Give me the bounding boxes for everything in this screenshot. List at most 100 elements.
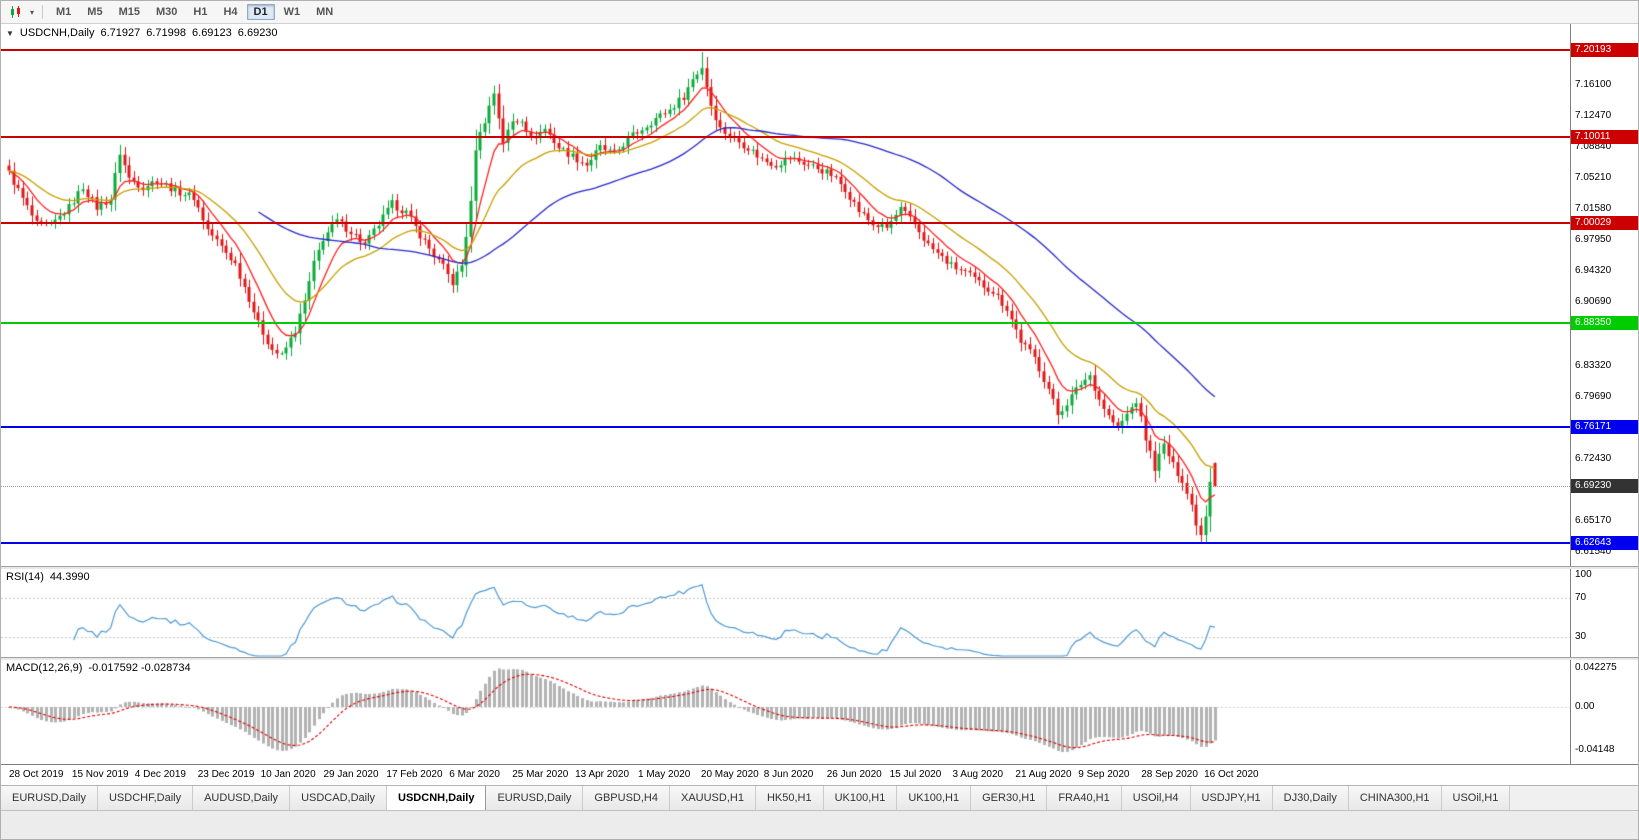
horizontal-line[interactable]: [1, 136, 1570, 139]
chart-tab-xauusd-h1[interactable]: XAUUSD,H1: [669, 786, 756, 810]
pane-separator[interactable]: [1, 566, 1638, 569]
date-label: 16 Oct 2020: [1204, 769, 1259, 780]
timeframe-button-m30[interactable]: M30: [155, 6, 178, 18]
rsi-plot[interactable]: RSI(14) 44.3990: [1, 569, 1570, 657]
horizontal-line[interactable]: [1, 541, 1570, 544]
timeframe-button-h4[interactable]: H4: [223, 6, 238, 18]
chart-tab-usdcad-daily[interactable]: USDCAD,Daily: [290, 786, 388, 810]
date-label: 29 Jan 2020: [323, 769, 379, 780]
chart-tab-usoil-h1[interactable]: USOil,H1: [1441, 786, 1511, 810]
horizontal-line[interactable]: [1, 48, 1570, 51]
date-label: 6 Mar 2020: [449, 769, 500, 780]
time-axis[interactable]: 28 Oct 2019 15 Nov 2019 4 Dec 2019 23 Dec 2…: [1, 764, 1638, 785]
collapse-triangle-icon[interactable]: ▼: [6, 28, 14, 38]
chart-tab-usdjpy-h1[interactable]: USDJPY,H1: [1190, 786, 1273, 810]
symbol-timeframe-label: USDCNH,Daily: [19, 27, 95, 39]
date-label: 23 Dec 2019: [197, 769, 255, 780]
chart-tab-dj30-daily[interactable]: DJ30,Daily: [1272, 786, 1349, 810]
macd-axis[interactable]: 0.042275 0.00 -0.04148: [1570, 660, 1638, 764]
date-label: 25 Mar 2020: [512, 769, 569, 780]
date-label: 17 Feb 2020: [386, 769, 443, 780]
timeframe-toolbar: ▾ M1 M5 M15 M30 H1 H4 D1 W1 MN: [1, 1, 1638, 24]
macd-plot[interactable]: MACD(12,26,9) -0.017592 -0.028734: [1, 660, 1570, 764]
price-plot[interactable]: ▼ USDCNH,Daily 6.71927 6.71998 6.69123 6…: [1, 24, 1570, 566]
price-tick-label: 6.97950: [1575, 234, 1612, 246]
price-tick-label: 6.79690: [1575, 390, 1612, 402]
chart-tab-eurusd-daily[interactable]: EURUSD,Daily: [486, 786, 584, 810]
timeframe-button-h1[interactable]: H1: [193, 6, 208, 18]
macd-axis-label: 0.042275: [1575, 662, 1617, 673]
chart-region: ▼ USDCNH,Daily 6.71927 6.71998 6.69123 6…: [1, 24, 1638, 785]
chart-tab-china300-h1[interactable]: CHINA300,H1: [1348, 786, 1442, 810]
macd-axis-label: -0.04148: [1575, 744, 1615, 755]
timeframe-button-w1[interactable]: W1: [283, 6, 301, 18]
macd-axis-label: 0.00: [1575, 701, 1595, 712]
date-label: 4 Dec 2019: [134, 769, 186, 780]
candlestick-canvas[interactable]: [1, 24, 1570, 566]
chart-tab-gbpusd-h4[interactable]: GBPUSD,H4: [583, 786, 670, 810]
macd-pane: MACD(12,26,9) -0.017592 -0.028734 0.0422…: [1, 660, 1638, 764]
timeframe-button-m15[interactable]: M15: [118, 6, 140, 18]
date-label: 13 Apr 2020: [575, 769, 630, 780]
chart-type-icon[interactable]: [5, 2, 27, 22]
rsi-level-label: 100: [1575, 569, 1592, 580]
dropdown-caret-icon[interactable]: ▾: [30, 7, 35, 17]
horizontal-line[interactable]: [1, 221, 1570, 224]
price-axis[interactable]: 7.20193 7.10011 7.00029 6.88350 6.76171 6.626…: [1570, 24, 1638, 566]
timeframe-button-mn[interactable]: MN: [316, 6, 334, 18]
date-label: 20 May 2020: [700, 769, 759, 780]
chart-tab-ger30-h1[interactable]: GER30,H1: [971, 786, 1048, 810]
chart-tab-usdchf-daily[interactable]: USDCHF,Daily: [97, 786, 194, 810]
chart-tab-fra40-h1[interactable]: FRA40,H1: [1047, 786, 1122, 810]
price-tick-label: 6.94320: [1575, 265, 1612, 277]
rsi-axis[interactable]: 100 70 30: [1570, 569, 1638, 657]
toolbar-separator: [42, 5, 44, 19]
price-pane: ▼ USDCNH,Daily 6.71927 6.71998 6.69123 6…: [1, 24, 1638, 566]
chart-tab-uk100-h1[interactable]: UK100,H1: [897, 786, 972, 810]
price-tick-label: 6.83320: [1575, 359, 1612, 371]
price-tick-label: 6.72430: [1575, 452, 1612, 464]
horizontal-line[interactable]: [1, 425, 1570, 428]
pane-separator[interactable]: [1, 657, 1638, 660]
price-line-badge: 7.00029: [1571, 215, 1638, 230]
timeframe-button-m1[interactable]: M1: [56, 6, 72, 18]
chart-tab-eurusd-daily[interactable]: EURUSD,Daily: [1, 786, 98, 810]
rsi-canvas[interactable]: [1, 569, 1570, 657]
rsi-value: 44.3990: [49, 571, 90, 583]
rsi-level-label: 70: [1575, 592, 1587, 604]
chart-tab-hk50-h1[interactable]: HK50,H1: [755, 786, 824, 810]
chart-tab-usoil-h4[interactable]: USOil,H4: [1121, 786, 1191, 810]
price-tick-label: 6.61540: [1575, 545, 1612, 557]
price-line-badge: 6.76171: [1571, 419, 1638, 434]
macd-name: MACD(12,26,9): [6, 662, 83, 674]
ohlc-close: 6.69230: [237, 27, 278, 39]
date-label: 9 Sep 2020: [1078, 769, 1130, 780]
date-label: 28 Oct 2019: [9, 769, 64, 780]
date-label: 3 Aug 2020: [952, 769, 1004, 780]
ohlc-high: 6.71998: [146, 27, 187, 39]
chart-header: ▼ USDCNH,Daily 6.71927 6.71998 6.69123 6…: [6, 27, 278, 39]
price-line-badge: 6.88350: [1571, 315, 1638, 330]
rsi-name: RSI(14): [6, 571, 44, 583]
price-tick-label: 7.01580: [1575, 203, 1612, 215]
chart-tab-usdcnh-daily[interactable]: USDCNH,Daily: [387, 786, 487, 810]
chart-tab-uk100-h1[interactable]: UK100,H1: [823, 786, 898, 810]
chart-tab-audusd-daily[interactable]: AUDUSD,Daily: [193, 786, 291, 810]
timeframe-button-m5[interactable]: M5: [87, 6, 103, 18]
price-tick-label: 7.05210: [1575, 172, 1612, 184]
macd-label: MACD(12,26,9) -0.017592 -0.028734: [6, 662, 191, 674]
rsi-pane: RSI(14) 44.3990 100 70 30: [1, 569, 1638, 657]
current-price-badge: 6.69230: [1571, 479, 1638, 494]
ohlc-low: 6.69123: [192, 27, 232, 39]
rsi-level-label: 30: [1575, 631, 1587, 643]
price-tick-label: 6.65170: [1575, 514, 1612, 526]
ohlc-open: 6.71927: [100, 27, 141, 39]
price-line-badge: 7.20193: [1571, 42, 1638, 57]
date-label: 28 Sep 2020: [1141, 769, 1198, 780]
price-tick-label: 7.16100: [1575, 79, 1612, 91]
timeframe-button-d1[interactable]: D1: [246, 4, 275, 20]
candlestick-glyph: [11, 6, 20, 18]
macd-canvas[interactable]: [1, 660, 1570, 764]
horizontal-line[interactable]: [1, 321, 1570, 324]
price-tick-label: 6.90690: [1575, 296, 1612, 308]
